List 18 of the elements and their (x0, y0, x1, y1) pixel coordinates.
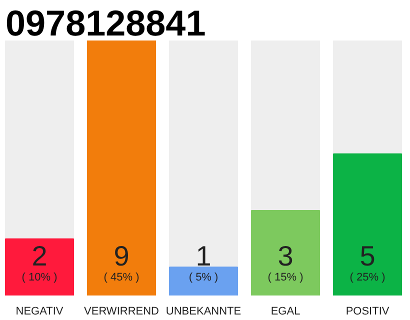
bar (169, 266, 238, 296)
x-tick-label: EGAL (270, 306, 300, 318)
annotation: ( 15% ) (268, 272, 304, 284)
data-label: 3 (278, 240, 294, 272)
data-label: 9 (114, 240, 130, 272)
data-label: 1 (196, 240, 212, 272)
data-label: 5 (360, 240, 376, 272)
x-tick-label: NEGATIV (16, 306, 64, 318)
annotation: ( 5% ) (188, 272, 218, 284)
annotation: ( 10% ) (22, 272, 58, 284)
annotation: ( 45% ) (104, 272, 140, 284)
bar (5, 238, 74, 296)
annotation: ( 25% ) (350, 272, 386, 284)
x-tick-label: VERWIRREND (84, 306, 160, 318)
data-label: 2 (32, 240, 48, 272)
x-tick-label: UNBEKANNTE (166, 306, 242, 318)
x-tick-label: POSITIV (346, 306, 390, 318)
chart-title: 0978128841 (6, 2, 206, 44)
